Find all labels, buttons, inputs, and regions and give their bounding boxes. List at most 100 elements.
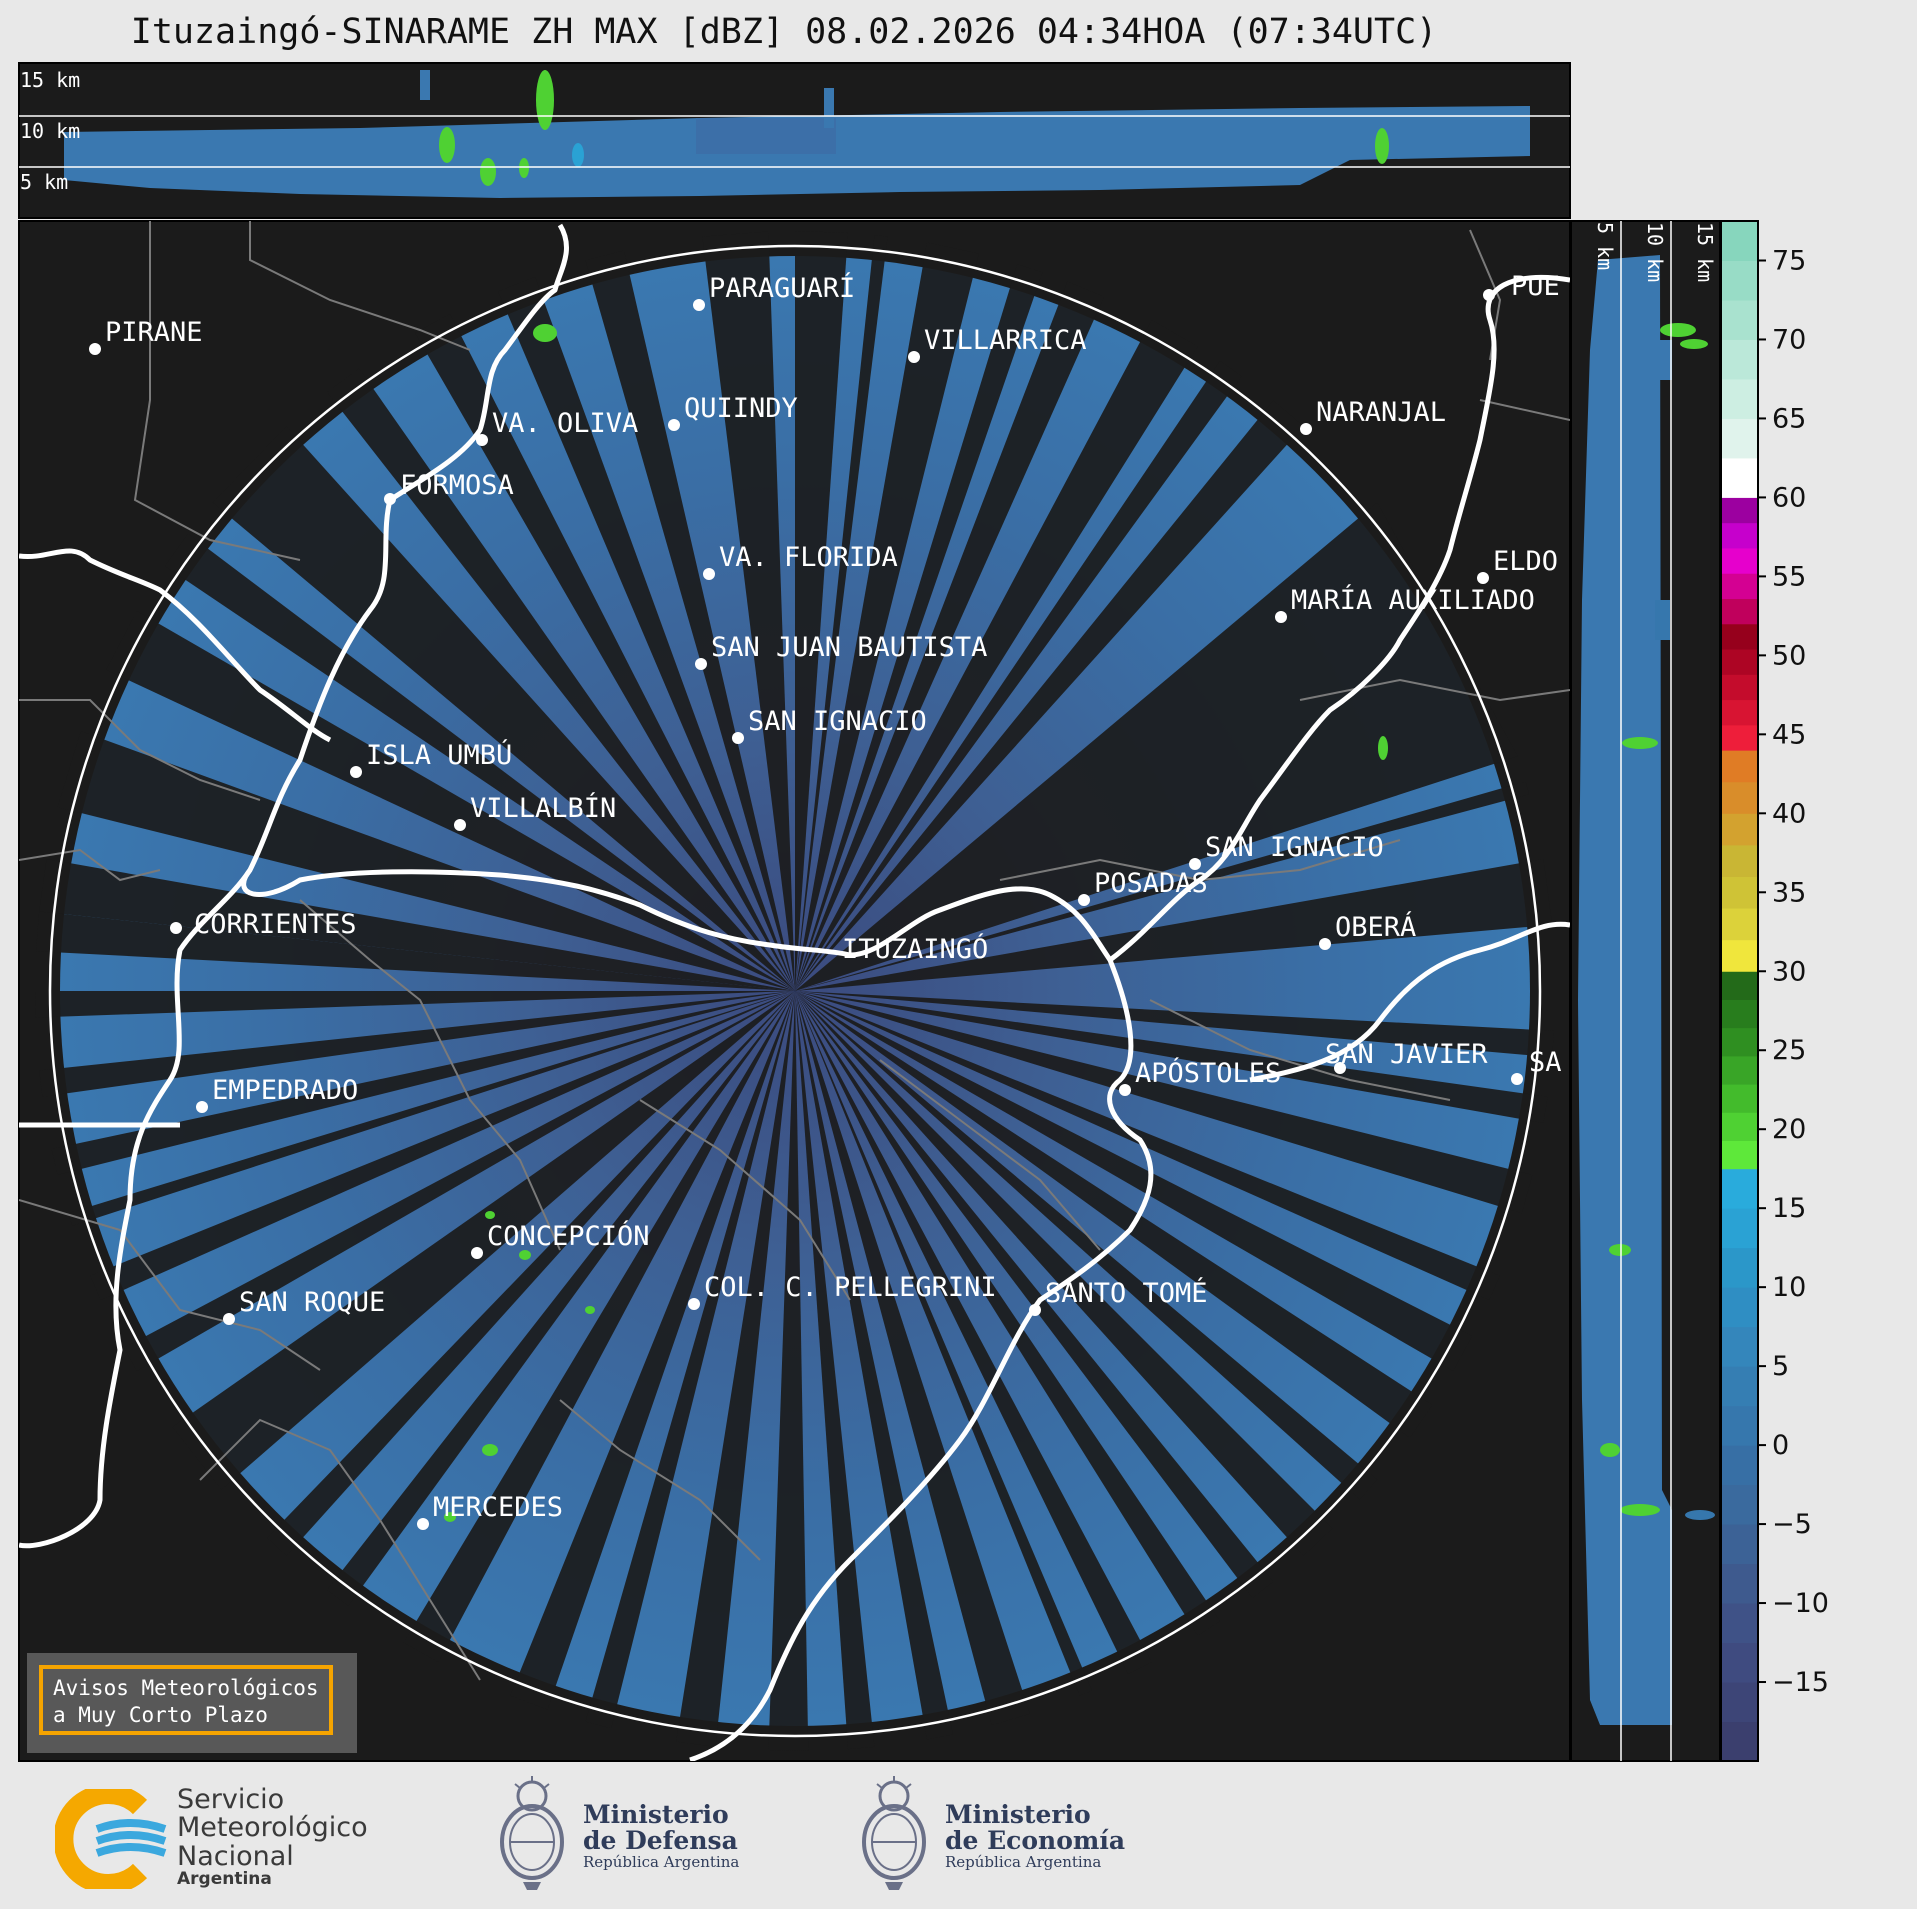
department-boundaries (19, 221, 1570, 1681)
radar-site-label: ITUZAINGÓ (842, 933, 988, 965)
city-dot (1300, 423, 1312, 435)
city-dot (693, 299, 705, 311)
defensa-line-1: Ministerio (583, 1800, 729, 1829)
colorbar-tick-label: −10 (1772, 1588, 1829, 1619)
blockage-sector (403, 991, 795, 1663)
notice-line-2: a Muy Corto Plazo (53, 1703, 268, 1727)
city-dot (1483, 289, 1495, 301)
top-label-15km: 15 km (20, 68, 80, 92)
blockage-sector (795, 360, 1242, 991)
city-label: SAN JUAN BAUTISTA (711, 632, 987, 663)
colorbar-swatch (1721, 457, 1758, 498)
colorbar-swatch (1721, 1247, 1758, 1288)
blockage-sector (795, 781, 1530, 991)
blockage-sector (39, 859, 796, 991)
defensa-line-2: de Defensa (583, 1826, 738, 1856)
city-label: APÓSTOLES (1135, 1057, 1281, 1089)
city-dot (1334, 1062, 1346, 1074)
smn-line-3: Nacional (177, 1840, 294, 1872)
blockage-sector (795, 400, 1304, 991)
colorbar-swatch (1721, 971, 1758, 1000)
side-label-10km: 10 km (1643, 222, 1667, 282)
colorbar-swatch (1721, 750, 1758, 783)
city-label: SA (1529, 1047, 1562, 1078)
blockage-sector (795, 502, 1518, 991)
city-dot (703, 568, 715, 580)
city-label: VILLARRICA (924, 325, 1087, 356)
colorbar-swatch (1721, 844, 1758, 877)
blockage-sector (327, 991, 795, 1606)
colorbar-tick-label: 35 (1772, 877, 1806, 908)
colorbar-tick-label: 50 (1772, 640, 1806, 671)
top-height-panel (18, 62, 1571, 219)
colorbar-swatch (1721, 1563, 1758, 1604)
colorbar-swatch (1721, 339, 1758, 380)
green-echoes (444, 324, 1388, 1522)
footer-logos: Servicio Meteorológico Nacional Argentin… (0, 1762, 1917, 1909)
blockage-sector (123, 991, 795, 1371)
blockage-sector (415, 313, 795, 991)
city-label: QUIINDY (684, 393, 798, 424)
smn-line-1: Servicio (177, 1784, 285, 1815)
city-label: SAN ROQUE (239, 1287, 385, 1318)
colorbar-swatch (1721, 573, 1758, 599)
blockage-sector (164, 533, 795, 991)
blockage-sector (267, 991, 795, 1556)
economia-line-3: República Argentina (945, 1852, 1102, 1871)
city-dot (695, 658, 707, 670)
side-label-5km: 5 km (1593, 222, 1617, 270)
blockage-sector (39, 991, 796, 1097)
blockage-sector (795, 991, 1548, 1123)
city-dot (1511, 1073, 1523, 1085)
city-dot (1319, 938, 1331, 950)
blockage-sector (795, 991, 1274, 1598)
colorbar-swatch (1721, 649, 1758, 675)
city-dot (384, 493, 396, 505)
blockage-sector (795, 281, 1105, 991)
colorbar-swatch (1721, 1112, 1758, 1141)
city-label: COL. C. PELLEGRINI (704, 1272, 997, 1303)
colorbar-tick-label: 40 (1772, 798, 1806, 829)
colorbar-tick-label: 10 (1772, 1272, 1806, 1303)
colorbar-swatch (1721, 908, 1758, 941)
city-label: NARANJAL (1316, 397, 1446, 428)
city-label: SANTO TOMÉ (1045, 1277, 1208, 1309)
colorbar-swatch (1721, 813, 1758, 846)
blockage-sector (57, 731, 795, 991)
colorbar-swatch (1721, 699, 1758, 726)
colorbar-tick-label: 20 (1772, 1114, 1806, 1145)
coat-of-arms-icon (500, 1776, 564, 1890)
smn-line-4: Argentina (177, 1869, 272, 1890)
colorbar-swatch (1721, 1287, 1758, 1328)
colorbar-swatch (1721, 999, 1758, 1029)
blockage-sector (585, 250, 795, 991)
colorbar-swatch (1721, 1642, 1758, 1683)
city-dot (223, 1313, 235, 1325)
colorbar-tick-label: 65 (1772, 403, 1806, 434)
blockage-sector (795, 991, 1333, 1556)
blockage-sector (795, 991, 1092, 1696)
smn-logo: Servicio Meteorológico Nacional Argentin… (55, 1784, 395, 1894)
defensa-logo: Ministerio de Defensa República Argentin… (493, 1774, 753, 1894)
blockage-sector (510, 991, 795, 1710)
notice-frame: Avisos Meteorológicos a Muy Corto Plazo (39, 1665, 333, 1735)
range-ring (48, 244, 1542, 1738)
city-label: SAN IGNACIO (1205, 832, 1384, 863)
colorbar-swatch (1721, 781, 1758, 814)
city-label: PUE (1511, 271, 1560, 302)
blockage-sector (35, 991, 795, 1018)
blockage-sector (795, 991, 1220, 1636)
notice-box: Avisos Meteorológicos a Muy Corto Plazo (27, 1653, 357, 1753)
city-markers: PIRANE PARAGUARÍ VILLARRICA QUIINDY VA. OLIV… (89, 271, 1562, 1530)
colorbar-tick-label: −5 (1772, 1509, 1812, 1540)
colorbar-swatch (1721, 299, 1758, 340)
city-label: ISLA UMBÚ (366, 739, 512, 771)
city-label: EMPEDRADO (212, 1075, 358, 1106)
colorbar-swatch (1721, 724, 1758, 751)
blockage-sector (795, 991, 875, 1750)
blockage-sector (90, 991, 795, 1301)
colorbar-swatch (1721, 1603, 1758, 1644)
city-label: ELDO (1493, 546, 1558, 577)
